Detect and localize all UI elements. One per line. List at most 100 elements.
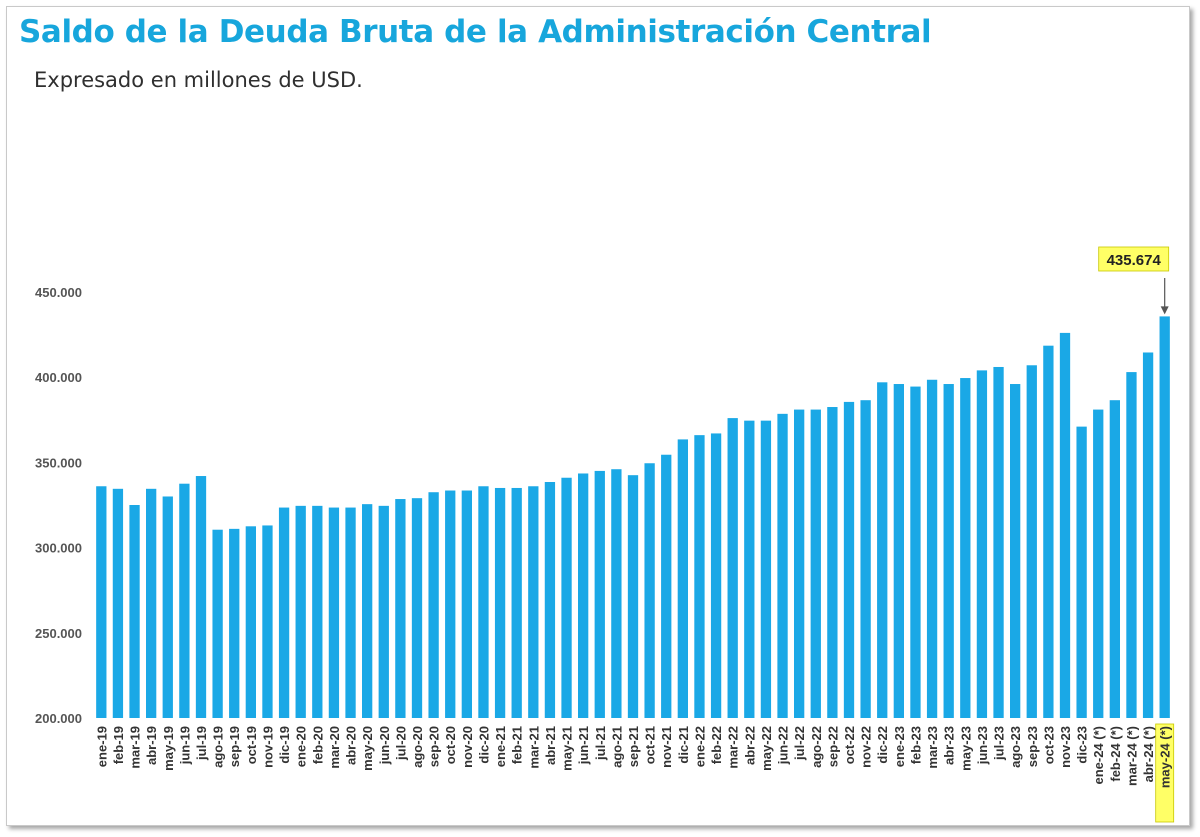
chart-subtitle: Expresado en millones de USD. <box>34 68 363 92</box>
x-tick-label: nov-21 <box>659 726 674 768</box>
bar <box>993 366 1004 718</box>
bar <box>1026 365 1037 718</box>
x-tick-label: jun-21 <box>576 726 591 765</box>
bar <box>1109 400 1120 718</box>
x-tick-label: sep-19 <box>227 726 242 767</box>
bar <box>594 470 605 718</box>
x-tick-label: nov-22 <box>859 726 874 768</box>
bar <box>810 409 821 718</box>
bar <box>146 488 157 718</box>
x-tick-label: sep-20 <box>427 726 442 767</box>
x-tick-label: ago-21 <box>609 726 624 768</box>
x-tick-label: mar-22 <box>726 726 741 769</box>
bar <box>926 379 938 718</box>
x-tick-label: oct-22 <box>842 726 857 764</box>
x-tick-label: sep-23 <box>1025 726 1040 767</box>
chart-title: Saldo de la Deuda Bruta de la Administra… <box>19 14 932 50</box>
bar <box>627 475 639 718</box>
bar <box>910 386 921 718</box>
x-tick-label: jul-19 <box>194 726 209 761</box>
x-tick-label: may-19 <box>161 726 176 771</box>
x-tick-label: ene-24 (*) <box>1091 726 1106 785</box>
x-tick-label: abr-19 <box>144 726 159 765</box>
bar <box>328 507 340 718</box>
bar <box>1159 316 1170 718</box>
bar <box>827 407 838 718</box>
x-tick-highlight <box>1155 723 1175 823</box>
x-tick-label: jun-19 <box>177 726 192 765</box>
x-tick-label: abr-22 <box>742 726 757 765</box>
bar <box>794 409 805 718</box>
x-tick-label: dic-20 <box>476 726 491 764</box>
bar <box>843 401 855 718</box>
x-tick-label: dic-23 <box>1075 726 1090 764</box>
x-tick-label: may-21 <box>560 726 575 771</box>
bar <box>278 507 290 718</box>
bar <box>511 487 522 718</box>
x-tick-label: ene-23 <box>892 726 907 767</box>
bar <box>312 505 323 718</box>
x-tick-label: nov-19 <box>260 726 275 768</box>
bar <box>677 439 688 718</box>
bar <box>744 420 755 718</box>
x-tick-label: ago-20 <box>410 726 425 768</box>
x-tick-label: ene-20 <box>294 726 309 767</box>
annotation-label: 435.674 <box>1107 252 1162 269</box>
bar <box>295 505 306 718</box>
bar <box>1142 352 1154 718</box>
x-tick-label: mar-20 <box>327 726 342 769</box>
x-tick-label: mar-24 (*) <box>1124 726 1139 786</box>
x-tick-label: feb-19 <box>111 726 126 764</box>
bar <box>1076 426 1087 718</box>
bar <box>578 473 589 718</box>
bar <box>611 469 622 718</box>
bar <box>494 487 506 718</box>
bar <box>212 529 223 718</box>
x-tick-label: feb-21 <box>510 726 525 764</box>
y-tick-label: 400.000 <box>35 370 82 385</box>
bar <box>378 505 389 718</box>
x-tick-label: jul-20 <box>393 726 408 761</box>
x-tick-label: sep-22 <box>825 726 840 767</box>
bar <box>112 488 124 718</box>
bar <box>710 433 722 718</box>
x-tick-label: may-20 <box>360 726 375 771</box>
bar <box>544 482 556 718</box>
x-tick-label: mar-19 <box>128 726 143 769</box>
bar <box>1093 409 1104 718</box>
bar <box>129 505 140 718</box>
x-tick-label: oct-21 <box>643 726 658 764</box>
bar <box>661 454 672 718</box>
bar <box>943 384 954 718</box>
bar <box>1059 332 1071 718</box>
x-tick-label: sep-21 <box>626 726 641 767</box>
bar <box>893 384 904 718</box>
bar <box>727 418 738 718</box>
x-tick-label: feb-22 <box>709 726 724 764</box>
x-tick-label: dic-19 <box>277 726 292 764</box>
bar <box>195 476 207 718</box>
bar <box>644 463 655 718</box>
x-tick-label: jul-21 <box>593 726 608 761</box>
bar <box>478 486 489 718</box>
annotation-arrow-head <box>1160 306 1169 315</box>
bar <box>362 504 373 718</box>
x-tick-label: oct-23 <box>1041 726 1056 764</box>
bar <box>445 490 456 718</box>
bar <box>395 499 406 718</box>
x-tick-label: feb-23 <box>908 726 923 764</box>
x-tick-label: may-24 (*) <box>1158 726 1173 788</box>
bar <box>760 420 772 718</box>
x-tick-label: jul-22 <box>792 726 807 761</box>
x-tick-label: dic-21 <box>676 726 691 764</box>
bar <box>461 490 472 718</box>
bar <box>777 413 788 718</box>
x-tick-label: jun-23 <box>975 726 990 765</box>
x-tick-label: feb-24 (*) <box>1108 726 1123 782</box>
x-tick-label: dic-22 <box>875 726 890 764</box>
x-tick-label: feb-20 <box>310 726 325 764</box>
bar <box>1043 345 1054 718</box>
x-tick-label: may-23 <box>958 726 973 771</box>
x-tick-label: ago-22 <box>809 726 824 768</box>
